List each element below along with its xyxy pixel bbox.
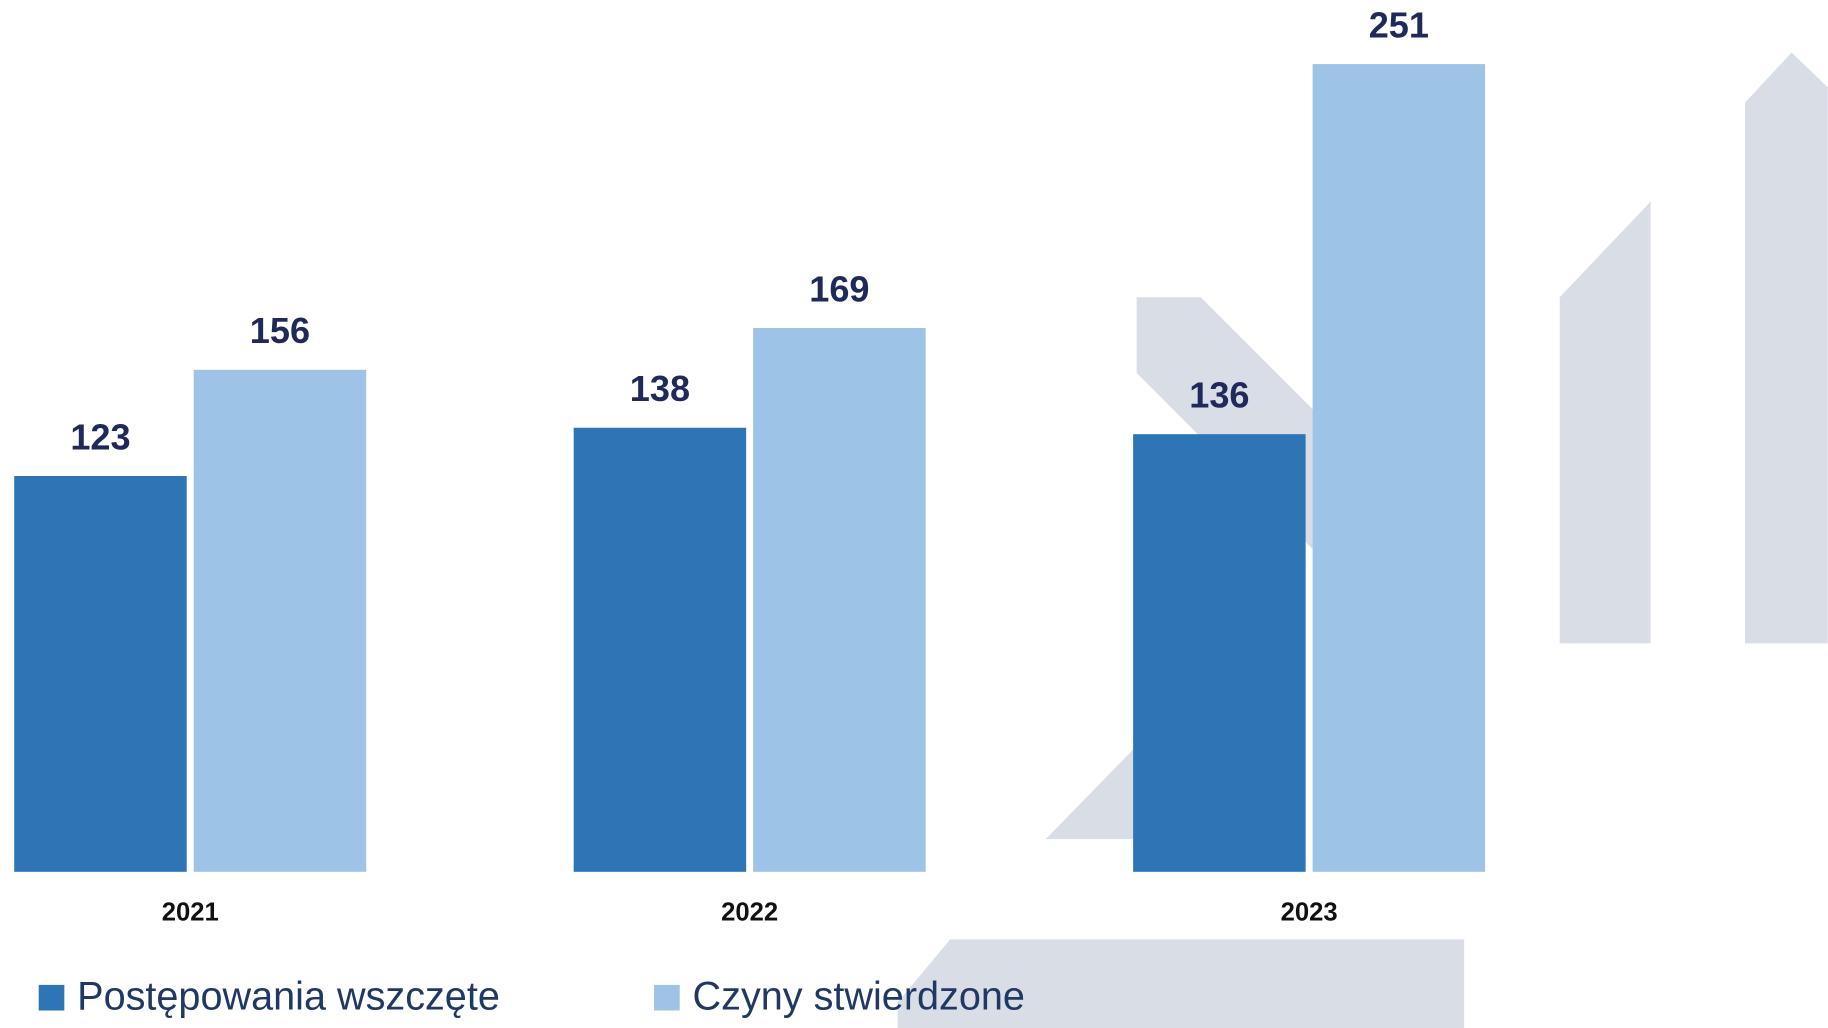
value-label: 136 [1189,375,1249,416]
value-label: 123 [70,416,130,457]
legend-swatch [654,984,680,1011]
deco-shape [1045,745,1137,840]
value-label: 138 [630,368,690,409]
bar [753,327,926,872]
deco-shape [897,939,1465,1028]
deco-shape [1745,52,1828,644]
value-label: 169 [809,268,869,309]
bar [193,369,367,872]
value-label: 156 [250,310,310,351]
value-label: 251 [1369,5,1429,46]
bar [573,427,747,872]
x-tick-label: 2023 [1281,899,1338,927]
x-tick-label: 2021 [162,899,219,927]
deco-shape [1559,201,1651,644]
bar [14,476,187,872]
legend-swatch [38,984,65,1011]
x-tick-label: 2022 [721,899,778,927]
legend-label: Czyny stwierdzone [693,974,1025,1018]
bar [1133,434,1306,872]
legend-label: Postępowania wszczęte [77,974,500,1018]
bar [1312,64,1486,872]
